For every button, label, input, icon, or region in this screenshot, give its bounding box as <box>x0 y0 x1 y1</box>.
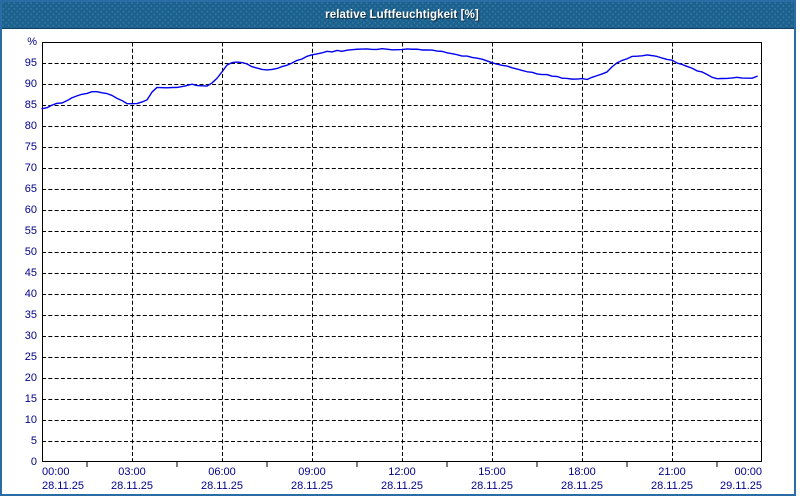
svg-text:45: 45 <box>25 267 37 279</box>
svg-text:12:00: 12:00 <box>388 466 416 478</box>
svg-text:28.11.25: 28.11.25 <box>42 480 84 492</box>
svg-text:28.11.25: 28.11.25 <box>291 480 333 492</box>
svg-text:60: 60 <box>25 204 37 216</box>
svg-text:75: 75 <box>25 141 37 153</box>
svg-text:0: 0 <box>31 456 37 468</box>
svg-text:21:00: 21:00 <box>658 466 686 478</box>
svg-text:%: % <box>27 36 37 48</box>
svg-text:28.11.25: 28.11.25 <box>381 480 423 492</box>
svg-text:25: 25 <box>25 351 37 363</box>
svg-text:15: 15 <box>25 393 37 405</box>
svg-text:10: 10 <box>25 414 37 426</box>
svg-text:95: 95 <box>25 57 37 69</box>
svg-text:30: 30 <box>25 330 37 342</box>
svg-text:28.11.25: 28.11.25 <box>471 480 513 492</box>
svg-text:65: 65 <box>25 183 37 195</box>
svg-text:28.11.25: 28.11.25 <box>651 480 693 492</box>
svg-text:15:00: 15:00 <box>478 466 506 478</box>
svg-text:28.11.25: 28.11.25 <box>111 480 153 492</box>
svg-text:40: 40 <box>25 288 37 300</box>
svg-text:90: 90 <box>25 78 37 90</box>
svg-text:18:00: 18:00 <box>568 466 596 478</box>
svg-text:70: 70 <box>25 162 37 174</box>
svg-text:50: 50 <box>25 246 37 258</box>
svg-text:5: 5 <box>31 435 37 447</box>
svg-text:55: 55 <box>25 225 37 237</box>
svg-text:20: 20 <box>25 372 37 384</box>
svg-text:00:00: 00:00 <box>734 466 762 478</box>
svg-text:03:00: 03:00 <box>118 466 146 478</box>
svg-text:00:00: 00:00 <box>42 466 70 478</box>
svg-text:85: 85 <box>25 99 37 111</box>
svg-text:06:00: 06:00 <box>208 466 236 478</box>
svg-text:29.11.25: 29.11.25 <box>720 480 762 492</box>
svg-text:35: 35 <box>25 309 37 321</box>
svg-text:09:00: 09:00 <box>298 466 326 478</box>
svg-text:80: 80 <box>25 120 37 132</box>
svg-text:28.11.25: 28.11.25 <box>561 480 603 492</box>
svg-text:28.11.25: 28.11.25 <box>201 480 243 492</box>
